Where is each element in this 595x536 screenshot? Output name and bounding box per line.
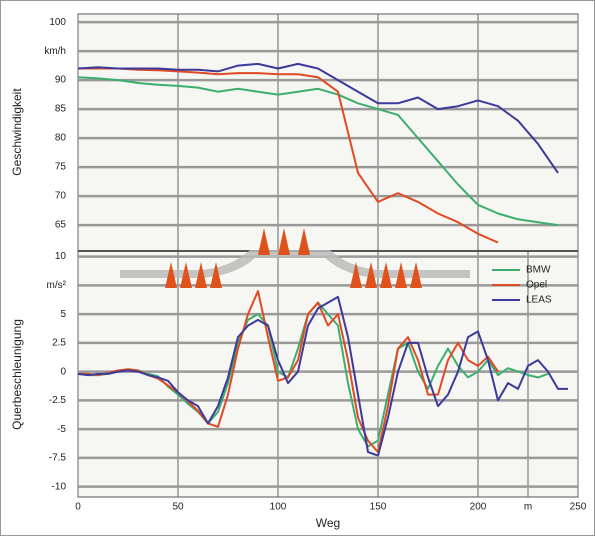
y-tick-label: -10 [52,481,67,492]
y-tick-label: 10 [55,251,67,262]
y-tick-label: -2.5 [49,395,67,406]
legend-label: LEAS [526,295,552,306]
y-axis-label: Geschwindigkeit [10,88,24,176]
y-tick-label: -5 [57,424,66,435]
y-tick-label: m/s² [47,280,67,291]
x-tick-label: 100 [270,502,287,513]
y-tick-label: 5 [60,309,66,320]
x-tick-label: 50 [172,502,184,513]
cone-illustration [120,228,470,288]
y-tick-label: 90 [55,75,67,86]
y-tick-label: -7.5 [49,453,67,464]
x-tick-label: 0 [75,502,81,513]
y-axis-label: Querbeschleunigung [10,319,24,430]
series-line [77,62,559,174]
x-tick-label: 250 [570,502,587,513]
y-tick-label: 0 [60,366,66,377]
legend-label: Opel [526,280,547,291]
y-tick-label: 85 [55,104,67,115]
x-tick-label: m [524,502,532,513]
x-tick-label: 200 [470,502,487,513]
series-line [77,295,568,457]
y-tick-label: 80 [55,133,67,144]
x-tick-label: 150 [370,502,387,513]
y-tick-label: 70 [55,191,67,202]
x-axis-label: Weg [316,516,340,530]
series-line [77,76,559,227]
y-tick-label: 75 [55,162,67,173]
y-tick-label: 65 [55,220,67,231]
legend-label: BMW [526,265,551,276]
y-tick-label: 2.5 [52,338,66,349]
y-tick-label: km/h [44,46,66,57]
series-line [78,67,499,244]
y-tick-label: 100 [49,17,66,28]
